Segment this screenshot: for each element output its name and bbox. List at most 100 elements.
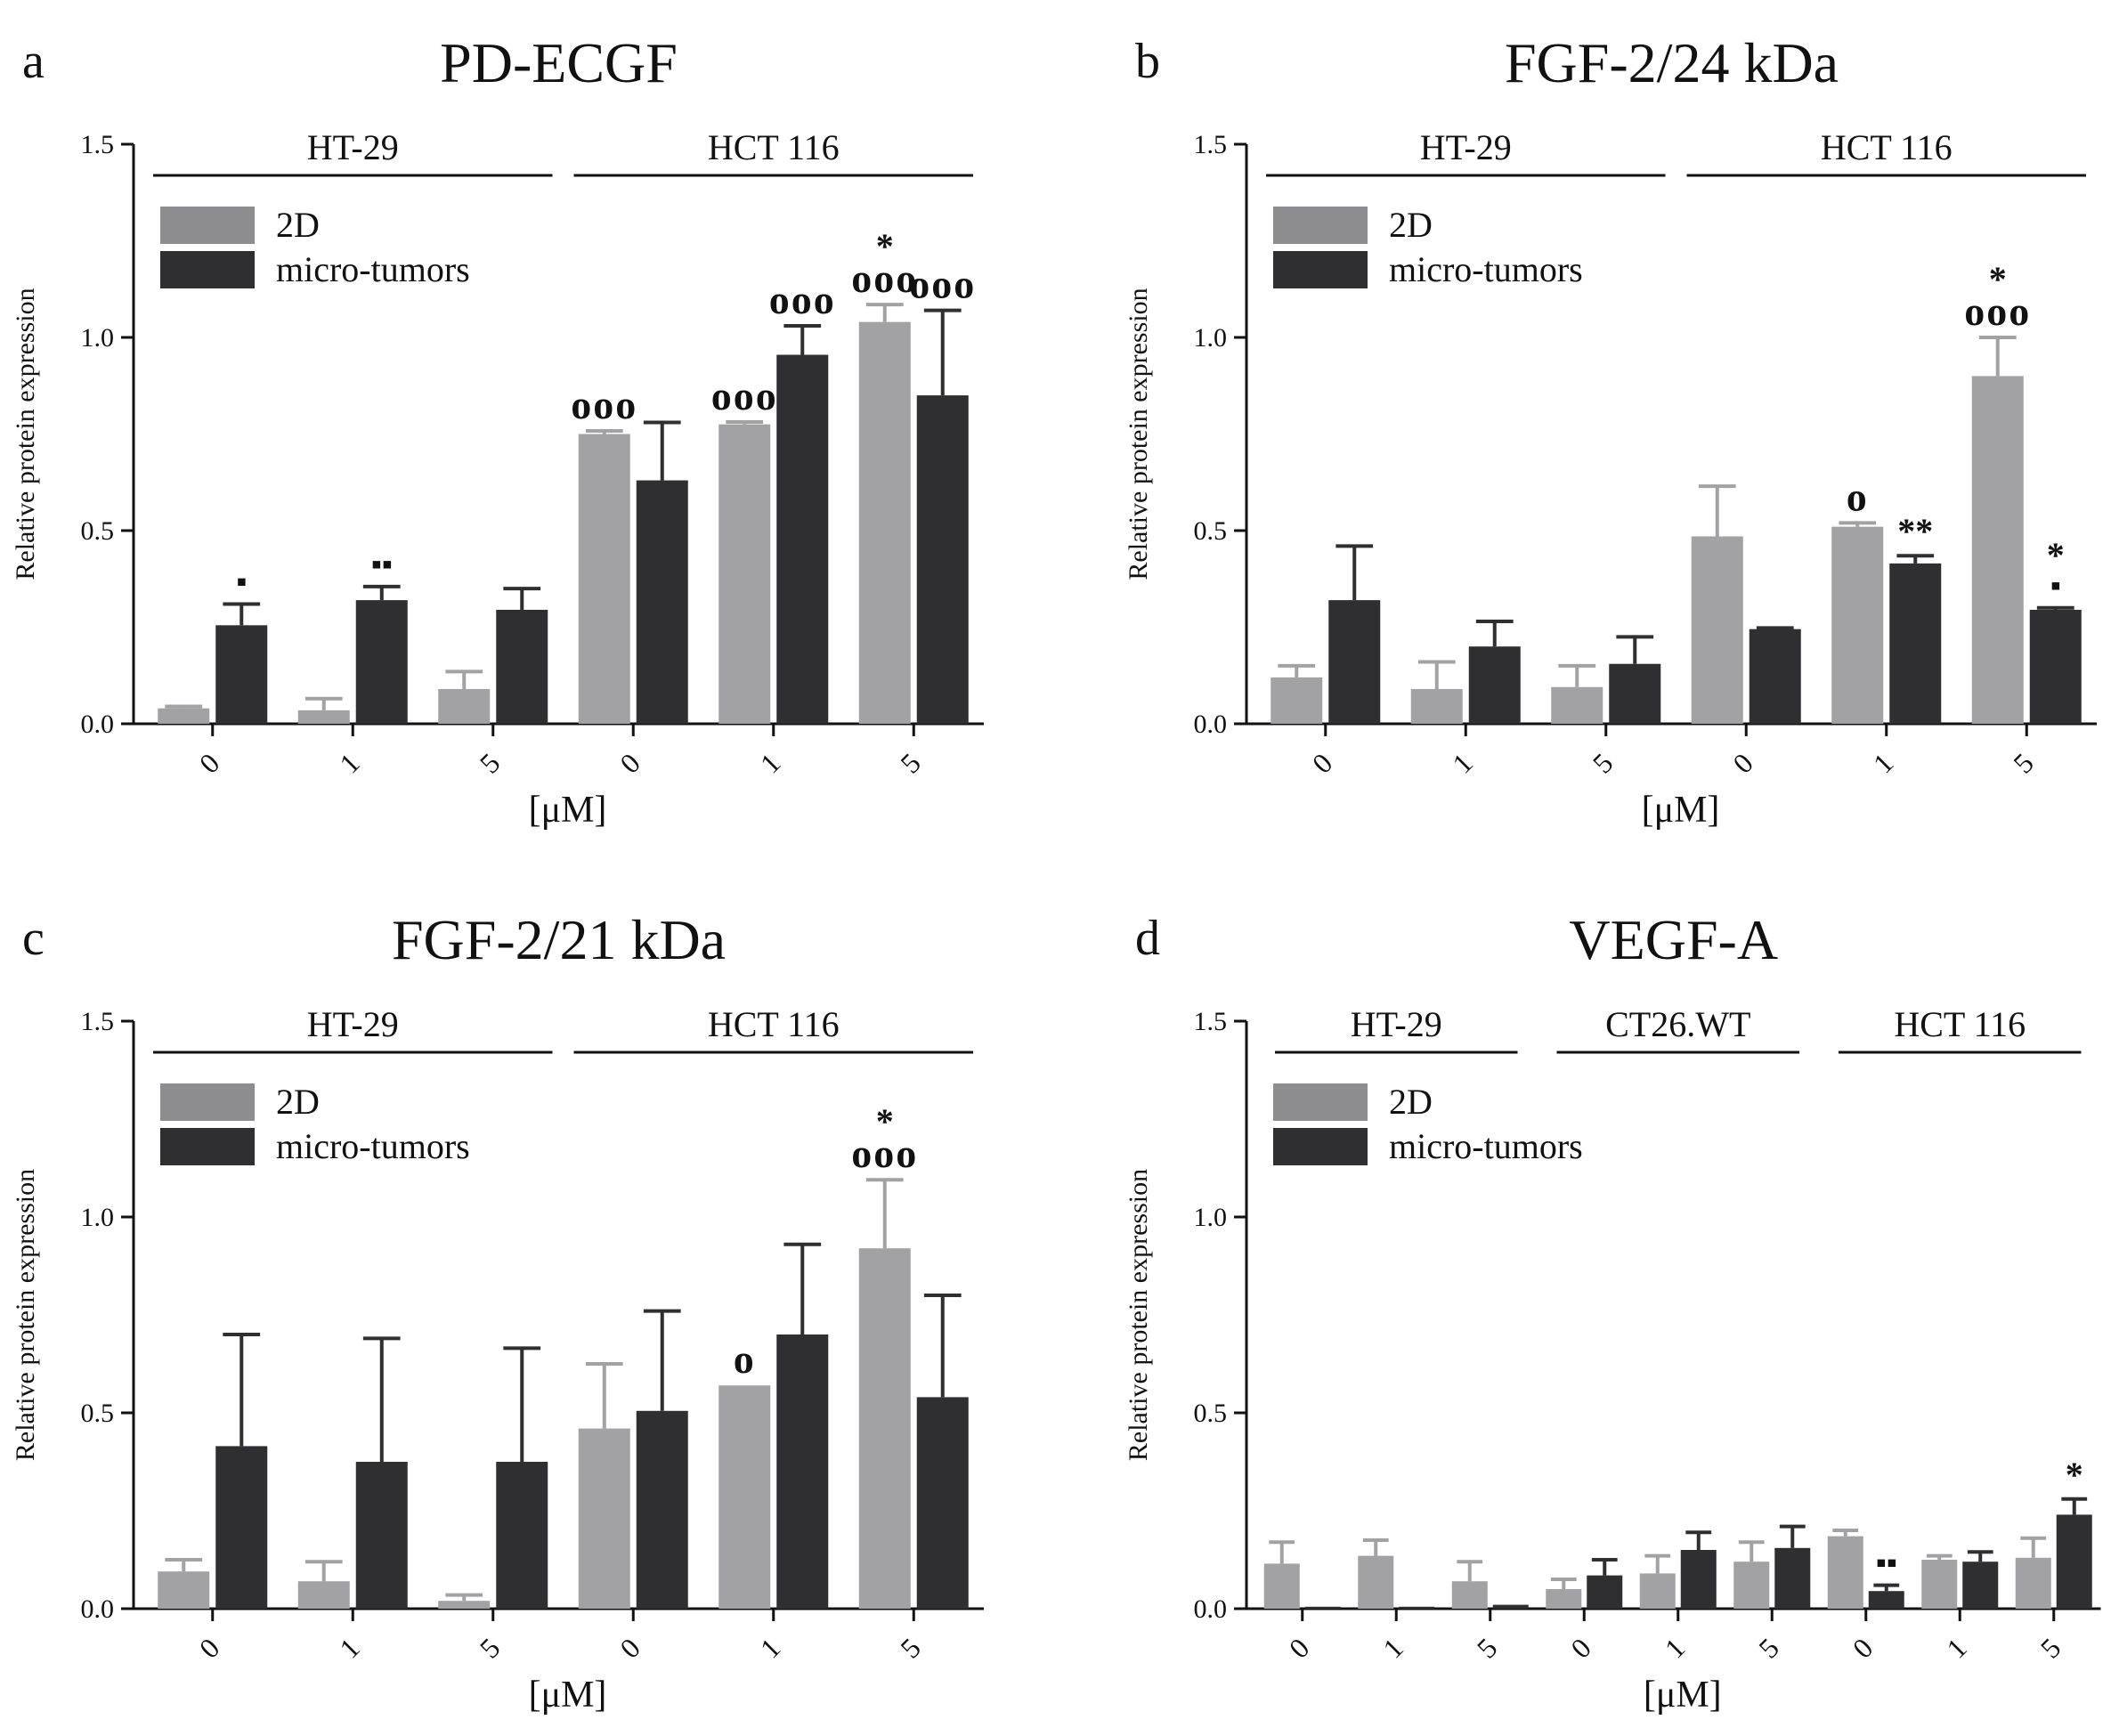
group-label: HT-29 [1351, 1004, 1442, 1044]
bar-micro-tumors [1680, 1550, 1717, 1609]
panel-b: b FGF-2/24 kDa 0.0 0.5 1.0 1.5 Relative protei… [1124, 31, 2097, 831]
legend-swatch-2d [1273, 1083, 1368, 1121]
legend-label-micro: micro-tumors [276, 1126, 470, 1166]
bar-micro-tumors [1468, 646, 1521, 724]
legend-label-2d: 2D [1389, 1082, 1433, 1122]
y-axis-label: Relative protein expression [11, 288, 40, 580]
y-tick-label: 1.0 [81, 323, 115, 353]
bar-micro-tumors [355, 600, 408, 724]
significance-mark: ▪ [236, 565, 247, 598]
significance-mark: ooo [769, 277, 836, 322]
significance-mark: * [1989, 259, 2007, 299]
bar-micro-tumors [916, 1397, 969, 1609]
group-label: HT-29 [307, 1004, 399, 1044]
y-tick-label: 1.0 [1194, 323, 1228, 353]
x-tick-label: 5 [2007, 747, 2040, 780]
bar-2d [158, 708, 210, 724]
bar-micro-tumors [1304, 1606, 1341, 1609]
x-tick-label: 0 [613, 1632, 646, 1665]
x-tick-label: 5 [474, 1632, 507, 1665]
bar-micro-tumors [496, 1462, 548, 1609]
significance-mark: o [1847, 474, 1869, 519]
bar-micro-tumors [1962, 1562, 1999, 1609]
bar-2d [297, 710, 350, 724]
bar-micro-tumors [215, 625, 268, 724]
x-axis-label: [μM] [529, 790, 607, 831]
bar-micro-tumors [1328, 600, 1381, 724]
x-tick-label: 1 [1940, 1632, 1973, 1665]
group-label: HCT 116 [708, 1004, 840, 1044]
bar-2d [1733, 1562, 1770, 1609]
bar-micro-tumors [1587, 1575, 1623, 1609]
bar-2d [578, 434, 630, 724]
bar-micro-tumors [1399, 1606, 1435, 1609]
panel-title: VEGF-A [1569, 908, 1778, 971]
bar-2d [2015, 1557, 2051, 1609]
x-tick-label: 5 [1587, 747, 1620, 780]
x-tick-label: 1 [754, 747, 787, 780]
legend-swatch-micro [1273, 1128, 1368, 1165]
bar-2d [1546, 1589, 1582, 1609]
y-tick-label: 0.0 [81, 710, 115, 739]
bar-micro-tumors [1889, 563, 1942, 724]
bar-2d [858, 1248, 911, 1609]
panel-a: a PD-ECGF 0.0 0.5 1.0 1.5 Relative protein exp… [11, 31, 984, 831]
bar-micro-tumors [1868, 1591, 1904, 1609]
significance-mark: ooo [851, 1131, 918, 1176]
legend-label-micro: micro-tumors [1389, 1126, 1583, 1166]
significance-mark: * [2066, 1455, 2083, 1495]
group-label: HT-29 [1420, 127, 1512, 167]
bar-2d [578, 1428, 630, 1609]
legend-label-micro: micro-tumors [276, 249, 470, 289]
bar-2d [1639, 1573, 1676, 1609]
bar-2d [1971, 376, 2024, 724]
y-tick-label: 0.0 [1194, 710, 1228, 739]
y-tick-label: 0.5 [1194, 516, 1228, 546]
x-tick-label: 5 [1471, 1632, 1504, 1665]
bar-2d [1551, 686, 1603, 724]
bar-2d [297, 1581, 350, 1609]
x-tick-label: 5 [894, 1632, 927, 1665]
bar-micro-tumors [2029, 609, 2082, 724]
y-axis-label: Relative protein expression [1124, 288, 1153, 580]
x-tick-label: 0 [193, 747, 226, 780]
panel-letter: c [22, 911, 45, 966]
bar-micro-tumors [2056, 1514, 2092, 1609]
x-tick-label: 5 [2034, 1632, 2067, 1665]
legend-swatch-2d [160, 1083, 255, 1121]
bar-2d [1831, 526, 1884, 724]
legend-label-2d: 2D [1389, 205, 1433, 245]
significance-mark: ooo [571, 382, 637, 427]
panel-d: d VEGF-A 0.0 0.5 1.0 1.5 Relative protein expr… [1124, 908, 2101, 1716]
y-tick-label: 1.0 [1194, 1203, 1228, 1232]
bar-micro-tumors [1774, 1547, 1811, 1609]
group-label: CT26.WT [1605, 1004, 1750, 1044]
y-tick-label: 1.5 [1194, 130, 1228, 159]
x-tick-label: 1 [333, 1632, 366, 1665]
x-tick-label: 0 [1283, 1632, 1316, 1665]
y-tick-label: 0.5 [1194, 1399, 1228, 1428]
legend-label-2d: 2D [276, 205, 320, 245]
y-tick-label: 0.0 [1194, 1594, 1228, 1624]
group-label: HT-29 [307, 127, 399, 167]
bar-2d [1358, 1555, 1394, 1609]
x-tick-label: 0 [193, 1632, 226, 1665]
x-tick-label: 0 [1726, 747, 1759, 780]
y-tick-label: 1.5 [81, 1007, 115, 1036]
bar-2d [1827, 1536, 1863, 1609]
panel-letter: a [22, 34, 45, 89]
y-tick-label: 1.5 [1194, 1007, 1228, 1036]
significance-mark: ** [1897, 511, 1933, 551]
significance-mark: ▪ [2050, 570, 2061, 603]
significance-mark: ooo [851, 256, 918, 301]
bar-2d [158, 1571, 210, 1609]
bar-micro-tumors [636, 1410, 688, 1609]
x-axis-label: [μM] [1642, 790, 1720, 831]
panel-letter: b [1135, 34, 1160, 89]
significance-mark: ooo [1964, 288, 2031, 334]
bar-micro-tumors [636, 480, 688, 724]
y-tick-label: 1.5 [81, 130, 115, 159]
group-label: HCT 116 [708, 127, 840, 167]
y-tick-label: 0.5 [81, 1399, 115, 1428]
